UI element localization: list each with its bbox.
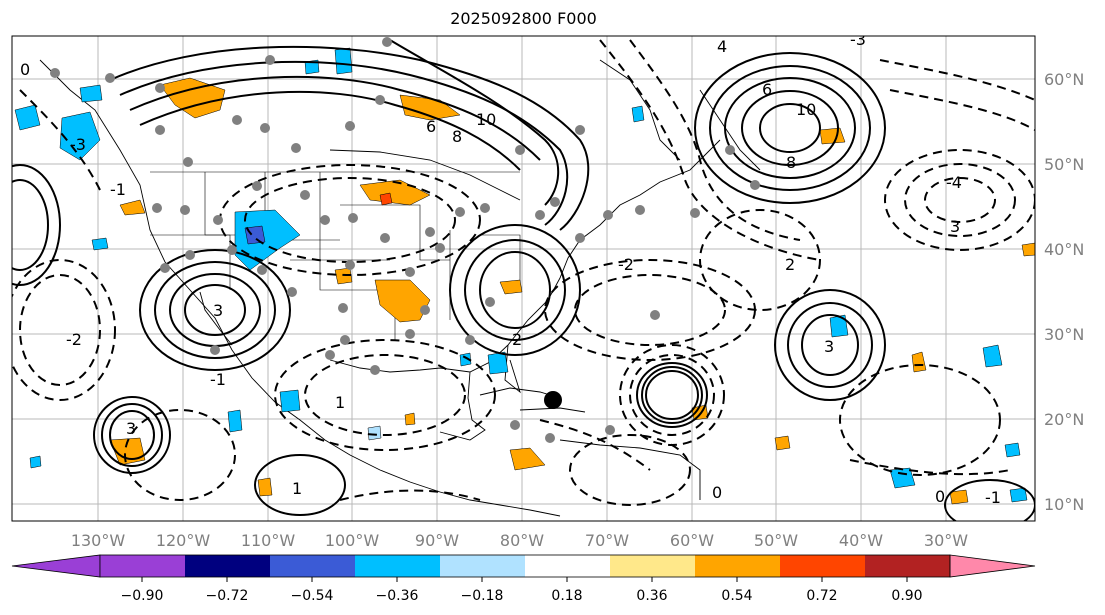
svg-text:3: 3	[950, 217, 960, 236]
svg-text:3: 3	[126, 419, 136, 438]
svg-text:20°N: 20°N	[1044, 410, 1084, 429]
colorbar-bin	[355, 555, 440, 577]
svg-text:-3: -3	[70, 135, 86, 154]
colorbar-bin	[865, 555, 950, 577]
colorbar-bin	[185, 555, 270, 577]
colorbar-tick: 0.36	[636, 588, 667, 604]
svg-text:70°W: 70°W	[585, 531, 629, 550]
negative-contours	[12, 39, 1035, 506]
svg-text:120°W: 120°W	[156, 531, 211, 550]
colorbar-tick: 0.72	[806, 588, 837, 604]
svg-text:6: 6	[762, 80, 772, 99]
contour-labels: 6 10 8 3 3 3 -3 -1 1 0 2 -2 4 -4 6 8 10 …	[20, 30, 1001, 507]
colorbar-bin	[695, 555, 780, 577]
colorbar-tick: −0.36	[376, 588, 419, 604]
svg-text:-1: -1	[985, 488, 1001, 507]
colorbar-tick: −0.54	[291, 588, 334, 604]
svg-text:2: 2	[512, 330, 522, 349]
svg-text:40°W: 40°W	[839, 531, 883, 550]
svg-text:30°W: 30°W	[924, 531, 968, 550]
svg-text:-3: -3	[850, 30, 866, 49]
svg-text:100°W: 100°W	[325, 531, 380, 550]
svg-text:50°W: 50°W	[754, 531, 798, 550]
colorbar-bin	[440, 555, 525, 577]
svg-text:6: 6	[426, 117, 436, 136]
colorbar-tick: −0.90	[121, 588, 164, 604]
svg-text:10°N: 10°N	[1044, 495, 1084, 514]
svg-text:-1: -1	[210, 370, 226, 389]
svg-text:60°W: 60°W	[670, 531, 714, 550]
svg-text:1: 1	[292, 479, 302, 498]
longitude-labels: 130°W 120°W 110°W 100°W 90°W 80°W 70°W 6…	[71, 531, 968, 550]
positive-contours	[12, 39, 1035, 521]
svg-text:50°N: 50°N	[1044, 155, 1084, 174]
svg-text:60°N: 60°N	[1044, 70, 1084, 89]
svg-text:110°W: 110°W	[241, 531, 296, 550]
colorbar-bin	[780, 555, 865, 577]
svg-text:130°W: 130°W	[71, 531, 126, 550]
colorbar-tick: 0.90	[891, 588, 922, 604]
svg-text:4: 4	[717, 37, 727, 56]
colorbar: −0.90 −0.72 −0.54 −0.36 −0.18 0.18 0.36 …	[11, 554, 1036, 604]
svg-text:8: 8	[452, 127, 462, 146]
colorbar-bin	[100, 555, 185, 577]
colorbar-bin	[610, 555, 695, 577]
svg-text:0: 0	[935, 487, 945, 506]
station-markers	[50, 37, 760, 443]
svg-text:90°W: 90°W	[415, 531, 459, 550]
svg-text:-1: -1	[110, 180, 126, 199]
colorbar-extend-high	[949, 554, 1036, 578]
svg-text:1: 1	[335, 393, 345, 412]
svg-text:0: 0	[712, 483, 722, 502]
svg-text:0: 0	[20, 60, 30, 79]
map-title: 2025092800 F000	[450, 9, 597, 28]
colorbar-extend-low	[11, 554, 101, 578]
colorbar-bin	[525, 555, 610, 577]
svg-text:3: 3	[824, 337, 834, 356]
svg-text:-2: -2	[66, 330, 82, 349]
svg-text:8: 8	[786, 153, 796, 172]
svg-text:80°W: 80°W	[500, 531, 544, 550]
svg-text:-4: -4	[946, 173, 962, 192]
hurricane-marker	[544, 391, 562, 409]
svg-text:10: 10	[476, 110, 496, 129]
svg-text:3: 3	[213, 301, 223, 320]
svg-text:30°N: 30°N	[1044, 325, 1084, 344]
colorbar-tick: −0.72	[206, 588, 249, 604]
colorbar-tick: −0.18	[461, 588, 504, 604]
latitude-labels: 60°N 50°N 40°N 30°N 20°N 10°N	[1044, 70, 1084, 514]
colorbar-tick: 0.18	[551, 588, 582, 604]
map-frame	[11, 35, 1036, 522]
svg-text:-2: -2	[618, 255, 634, 274]
svg-text:40°N: 40°N	[1044, 240, 1084, 259]
colorbar-tick: 0.54	[721, 588, 752, 604]
svg-text:2: 2	[785, 255, 795, 274]
svg-text:10: 10	[796, 100, 816, 119]
colorbar-bin	[270, 555, 355, 577]
